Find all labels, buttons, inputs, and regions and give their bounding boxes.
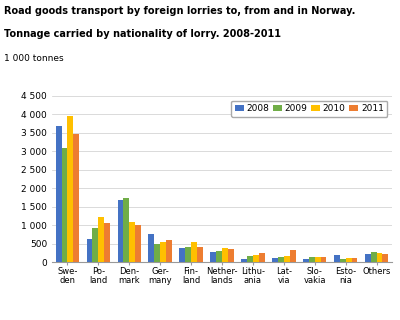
Bar [241, 259, 247, 262]
Bar [303, 259, 309, 262]
Bar [320, 257, 326, 262]
Text: Road goods transport by foreign lorries to, from and in Norway.: Road goods transport by foreign lorries … [4, 6, 355, 16]
Bar [272, 258, 278, 262]
Bar [185, 247, 191, 262]
Bar [135, 225, 141, 262]
Bar [222, 248, 228, 262]
Bar [210, 252, 216, 262]
Bar [309, 257, 315, 262]
Bar [284, 257, 290, 262]
Bar [253, 255, 259, 262]
Bar [56, 125, 62, 262]
Bar [376, 252, 382, 262]
Bar [197, 247, 203, 262]
Bar [87, 239, 92, 262]
Bar [148, 234, 154, 262]
Bar [382, 254, 388, 262]
Bar [123, 198, 129, 262]
Legend: 2008, 2009, 2010, 2011: 2008, 2009, 2010, 2011 [231, 100, 388, 117]
Bar [73, 134, 79, 262]
Bar [247, 256, 253, 262]
Bar [62, 148, 68, 262]
Bar [334, 255, 340, 262]
Bar [340, 259, 346, 262]
Bar [371, 252, 376, 262]
Bar [352, 258, 357, 262]
Bar [191, 242, 197, 262]
Bar [228, 249, 234, 262]
Bar [278, 257, 284, 262]
Bar [290, 250, 296, 262]
Bar [68, 116, 73, 262]
Bar [160, 242, 166, 262]
Bar [315, 257, 321, 262]
Bar [365, 254, 371, 262]
Bar [259, 252, 265, 262]
Bar [166, 240, 172, 262]
Bar [154, 244, 160, 262]
Text: Tonnage carried by nationality of lorry. 2008-2011: Tonnage carried by nationality of lorry.… [4, 29, 281, 39]
Bar [346, 258, 352, 262]
Bar [179, 248, 185, 262]
Bar [118, 200, 123, 262]
Text: 1 000 tonnes: 1 000 tonnes [4, 54, 64, 63]
Bar [104, 223, 110, 262]
Bar [216, 251, 222, 262]
Bar [92, 228, 98, 262]
Bar [129, 222, 135, 262]
Bar [98, 217, 104, 262]
